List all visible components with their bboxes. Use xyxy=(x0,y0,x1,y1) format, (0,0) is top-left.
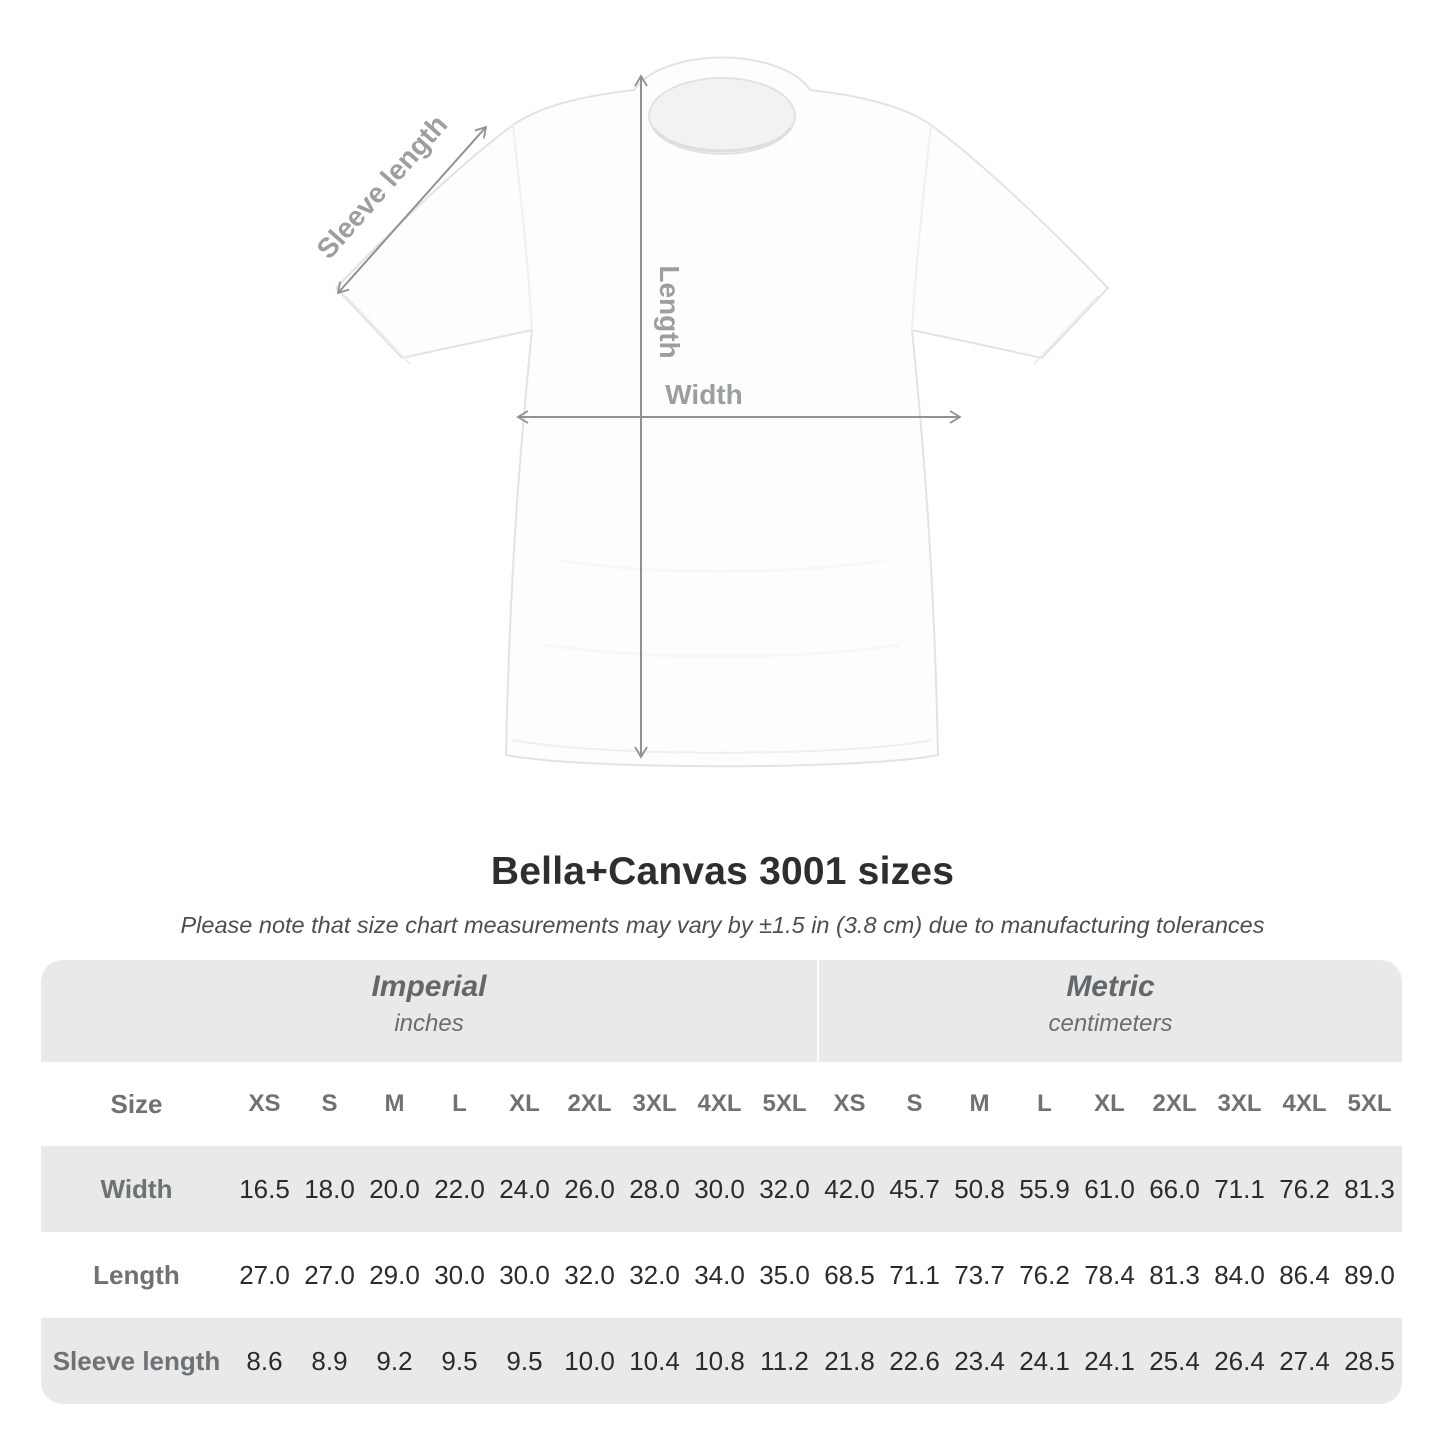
size-col-metric-l: L xyxy=(1012,1062,1077,1146)
cell-imperial-sleeve-length: 11.2 xyxy=(752,1318,817,1404)
cell-metric-width: 66.0 xyxy=(1142,1146,1207,1232)
cell-metric-sleeve-length: 25.4 xyxy=(1142,1318,1207,1404)
sleeve-length-arrow xyxy=(336,125,488,295)
cell-metric-length: 84.0 xyxy=(1207,1232,1272,1318)
cell-metric-length: 73.7 xyxy=(947,1232,1012,1318)
cell-imperial-sleeve-length: 10.0 xyxy=(557,1318,622,1404)
cell-imperial-width: 16.5 xyxy=(232,1146,297,1232)
imperial-header: Imperial inches xyxy=(41,960,817,1062)
imperial-header-label: Imperial xyxy=(371,970,487,1003)
size-col-imperial-xs: XS xyxy=(232,1062,297,1146)
cell-metric-width: 50.8 xyxy=(947,1146,1012,1232)
cell-imperial-sleeve-length: 8.6 xyxy=(232,1318,297,1404)
cell-metric-width: 45.7 xyxy=(882,1146,947,1232)
size-col-imperial-m: M xyxy=(362,1062,427,1146)
size-col-metric-2xl: 2XL xyxy=(1142,1062,1207,1146)
tshirt-graphic: Width Length Sleeve length xyxy=(310,56,1110,768)
cell-imperial-width: 20.0 xyxy=(362,1146,427,1232)
cell-metric-sleeve-length: 28.5 xyxy=(1337,1318,1402,1404)
size-col-imperial-3xl: 3XL xyxy=(622,1062,687,1146)
cell-metric-sleeve-length: 23.4 xyxy=(947,1318,1012,1404)
cell-imperial-length: 35.0 xyxy=(752,1232,817,1318)
cell-imperial-length: 29.0 xyxy=(362,1232,427,1318)
cell-imperial-length: 32.0 xyxy=(622,1232,687,1318)
size-col-metric-xl: XL xyxy=(1077,1062,1142,1146)
cell-imperial-width: 28.0 xyxy=(622,1146,687,1232)
cell-imperial-sleeve-length: 9.2 xyxy=(362,1318,427,1404)
cell-imperial-width: 32.0 xyxy=(752,1146,817,1232)
size-col-metric-3xl: 3XL xyxy=(1207,1062,1272,1146)
size-col-imperial-l: L xyxy=(427,1062,492,1146)
cell-metric-length: 89.0 xyxy=(1337,1232,1402,1318)
size-col-metric-s: S xyxy=(882,1062,947,1146)
cell-metric-sleeve-length: 26.4 xyxy=(1207,1318,1272,1404)
cell-metric-sleeve-length: 22.6 xyxy=(882,1318,947,1404)
tolerance-note: Please note that size chart measurements… xyxy=(180,912,1265,938)
imperial-header-unit: inches xyxy=(394,1010,464,1037)
row-label-length: Length xyxy=(41,1232,232,1318)
cell-imperial-width: 18.0 xyxy=(297,1146,362,1232)
cell-metric-width: 81.3 xyxy=(1337,1146,1402,1232)
tshirt-diagram: Width Length Sleeve length xyxy=(310,56,1110,768)
metric-header-unit: centimeters xyxy=(1048,1010,1173,1037)
measurement-arrows xyxy=(336,74,962,759)
cell-imperial-sleeve-length: 10.8 xyxy=(687,1318,752,1404)
cell-imperial-length: 30.0 xyxy=(492,1232,557,1318)
size-col-imperial-s: S xyxy=(297,1062,362,1146)
cell-imperial-sleeve-length: 10.4 xyxy=(622,1318,687,1404)
cell-metric-sleeve-length: 27.4 xyxy=(1272,1318,1337,1404)
page-title: Bella+Canvas 3001 sizes xyxy=(490,850,955,893)
metric-header: Metric centimeters xyxy=(817,960,1402,1062)
cell-metric-width: 42.0 xyxy=(817,1146,882,1232)
size-col-imperial-2xl: 2XL xyxy=(557,1062,622,1146)
cell-imperial-width: 30.0 xyxy=(687,1146,752,1232)
metric-header-label: Metric xyxy=(1066,970,1155,1003)
length-label: Length xyxy=(654,265,685,358)
size-row-label: Size xyxy=(41,1062,232,1146)
cell-imperial-sleeve-length: 9.5 xyxy=(427,1318,492,1404)
cell-metric-length: 76.2 xyxy=(1012,1232,1077,1318)
cell-imperial-width: 22.0 xyxy=(427,1146,492,1232)
size-col-metric-5xl: 5XL xyxy=(1337,1062,1402,1146)
cell-metric-length: 71.1 xyxy=(882,1232,947,1318)
cell-metric-width: 76.2 xyxy=(1272,1146,1337,1232)
size-col-imperial-xl: XL xyxy=(492,1062,557,1146)
size-col-imperial-5xl: 5XL xyxy=(752,1062,817,1146)
cell-imperial-length: 27.0 xyxy=(232,1232,297,1318)
cell-imperial-width: 24.0 xyxy=(492,1146,557,1232)
width-label: Width xyxy=(665,379,743,410)
cell-metric-width: 71.1 xyxy=(1207,1146,1272,1232)
cell-imperial-length: 32.0 xyxy=(557,1232,622,1318)
row-label-sleeve-length: Sleeve length xyxy=(41,1318,232,1404)
size-col-imperial-4xl: 4XL xyxy=(687,1062,752,1146)
cell-imperial-length: 30.0 xyxy=(427,1232,492,1318)
size-col-metric-xs: XS xyxy=(817,1062,882,1146)
cell-imperial-sleeve-length: 8.9 xyxy=(297,1318,362,1404)
cell-imperial-length: 27.0 xyxy=(297,1232,362,1318)
size-col-metric-m: M xyxy=(947,1062,1012,1146)
cell-metric-length: 86.4 xyxy=(1272,1232,1337,1318)
cell-metric-sleeve-length: 21.8 xyxy=(817,1318,882,1404)
cell-metric-length: 81.3 xyxy=(1142,1232,1207,1318)
cell-metric-length: 78.4 xyxy=(1077,1232,1142,1318)
size-col-metric-4xl: 4XL xyxy=(1272,1062,1337,1146)
row-label-width: Width xyxy=(41,1146,232,1232)
cell-imperial-width: 26.0 xyxy=(557,1146,622,1232)
size-table: Imperial inches Metric centimeters Size X… xyxy=(41,960,1402,1404)
cell-metric-width: 55.9 xyxy=(1012,1146,1077,1232)
cell-metric-sleeve-length: 24.1 xyxy=(1012,1318,1077,1404)
tshirt-shape xyxy=(334,56,1110,768)
cell-imperial-length: 34.0 xyxy=(687,1232,752,1318)
cell-metric-length: 68.5 xyxy=(817,1232,882,1318)
collar-opening xyxy=(648,77,796,155)
cell-imperial-sleeve-length: 9.5 xyxy=(492,1318,557,1404)
cell-metric-sleeve-length: 24.1 xyxy=(1077,1318,1142,1404)
cell-metric-width: 61.0 xyxy=(1077,1146,1142,1232)
